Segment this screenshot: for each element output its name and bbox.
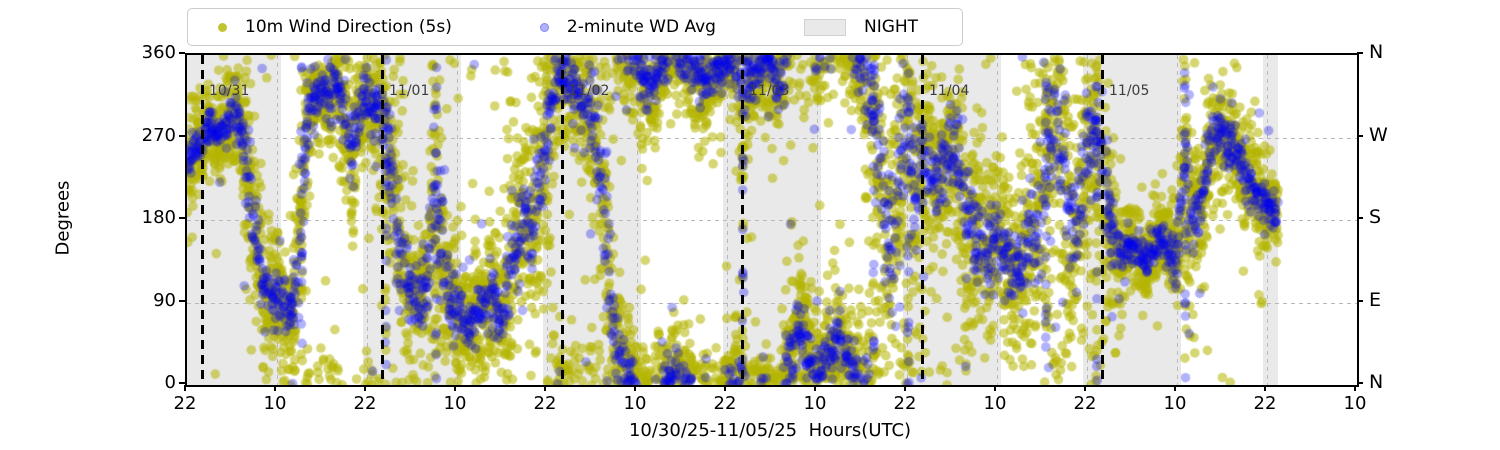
midnight-dashed-line	[740, 55, 744, 385]
midnight-dashed-line	[200, 55, 204, 385]
legend-item-2-minute-wd-avg: 2-minute WD Avg	[539, 17, 716, 37]
night-shading-swatch-icon	[803, 18, 846, 36]
y-tick-label-cardinal: N	[1369, 41, 1384, 63]
y-tick-label-degrees: 180	[141, 207, 176, 228]
y-tick-label-cardinal: N	[1369, 371, 1384, 393]
legend-item-night: NIGHT	[803, 17, 919, 37]
y-tick-mark-right	[1357, 134, 1363, 137]
y-tick-label-degrees: 360	[141, 42, 176, 63]
x-tick-mark	[634, 385, 636, 391]
x-tick-mark	[994, 385, 996, 391]
x-tick-mark	[1084, 385, 1086, 391]
blue-dot-marker-icon	[539, 22, 549, 32]
x-tick-label: 10	[443, 393, 467, 414]
y-tick-label-cardinal: W	[1369, 123, 1388, 146]
x-tick-mark	[184, 385, 186, 391]
x-tick-label: 10	[1343, 393, 1367, 414]
x-tick-mark	[814, 385, 816, 391]
y-tick-mark-left	[179, 299, 185, 302]
x-tick-mark	[904, 385, 906, 391]
date-annotation: 11/05	[1109, 83, 1150, 99]
scatter-canvas	[187, 55, 1357, 385]
y-tick-mark-left	[179, 52, 185, 54]
midnight-dashed-line	[1100, 55, 1104, 385]
x-tick-label: 22	[533, 393, 557, 414]
y-tick-mark-left	[179, 217, 185, 219]
x-tick-mark	[274, 385, 276, 391]
midnight-dashed-line	[380, 55, 384, 385]
y-tick-mark-right	[1357, 217, 1363, 219]
x-tick-mark	[724, 385, 726, 391]
y-tick-label-degrees: 90	[153, 289, 176, 311]
y-axis-label: Degrees	[52, 180, 74, 256]
x-tick-label: 10	[623, 393, 647, 414]
x-tick-label: 22	[893, 393, 917, 414]
date-annotation: 11/02	[569, 83, 610, 99]
date-annotation: 11/04	[929, 83, 970, 99]
x-tick-label: 22	[353, 393, 377, 414]
legend-item-10m-wind-direction: 10m Wind Direction (5s)	[218, 17, 452, 37]
x-tick-label: 22	[713, 393, 737, 414]
midnight-dashed-line	[920, 55, 924, 385]
x-tick-mark	[544, 385, 546, 391]
y-tick-label-degrees: 0	[164, 372, 176, 393]
y-tick-mark-right	[1357, 52, 1363, 54]
x-tick-label: 22	[1253, 393, 1277, 414]
yellow-dot-marker-icon	[218, 22, 227, 32]
legend-label: NIGHT	[863, 17, 919, 37]
legend: 10m Wind Direction (5s) 2-minute WD Avg …	[187, 8, 963, 46]
y-tick-label-cardinal: S	[1369, 206, 1382, 228]
legend-label: 2-minute WD Avg	[566, 17, 716, 37]
x-axis-label: 10/30/25-11/05/25 Hours(UTC)	[628, 420, 912, 441]
date-annotation: 11/01	[389, 83, 430, 99]
legend-label: 10m Wind Direction (5s)	[245, 17, 452, 37]
x-tick-label: 10	[983, 393, 1007, 414]
x-tick-label: 10	[1163, 393, 1187, 414]
x-tick-mark	[1354, 385, 1356, 391]
x-tick-mark	[364, 385, 366, 391]
y-tick-mark-left	[179, 134, 185, 137]
plot-area: 10/31 11/01 11/02 11/03 11/04 11/05	[185, 53, 1359, 387]
y-tick-mark-right	[1357, 299, 1363, 302]
date-annotation: 11/03	[749, 83, 790, 99]
x-tick-label: 10	[263, 393, 287, 414]
y-tick-label-degrees: 270	[141, 124, 176, 146]
x-tick-label: 22	[1073, 393, 1097, 414]
y-tick-mark-left	[179, 382, 185, 384]
x-tick-label: 22	[173, 393, 197, 414]
x-tick-mark	[1264, 385, 1266, 391]
y-tick-label-cardinal: E	[1369, 288, 1382, 311]
x-tick-mark	[1174, 385, 1176, 391]
x-tick-label: 10	[803, 393, 827, 414]
x-tick-mark	[454, 385, 456, 391]
date-annotation: 10/31	[209, 83, 250, 99]
midnight-dashed-line	[560, 55, 564, 385]
y-tick-mark-right	[1357, 382, 1363, 384]
